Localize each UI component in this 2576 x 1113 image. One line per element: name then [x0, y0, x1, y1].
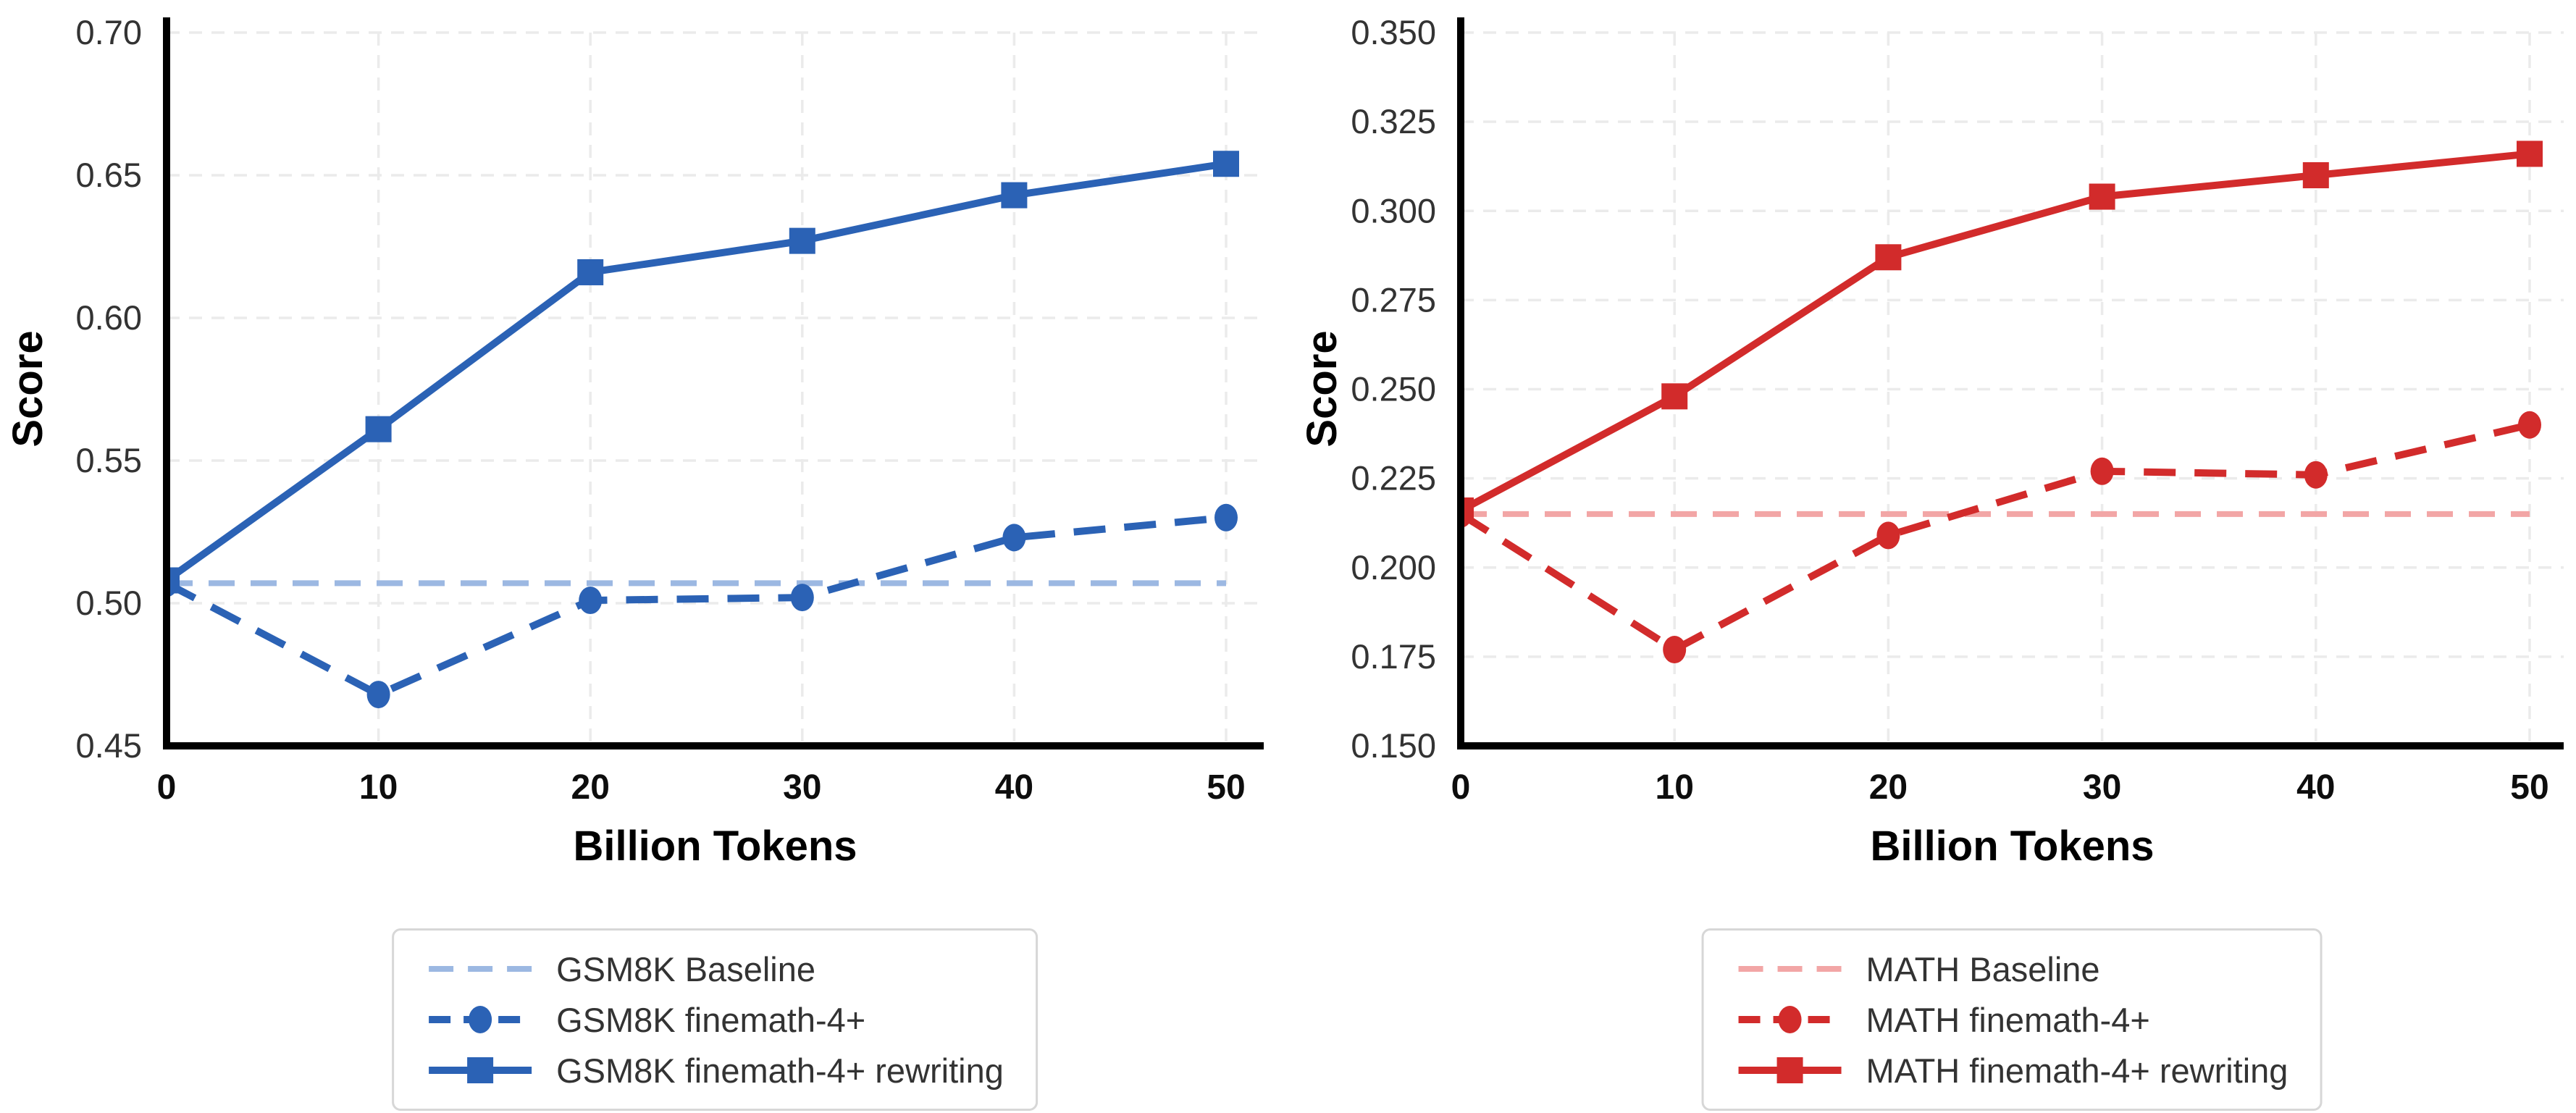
y-axis-spine — [1457, 17, 1464, 749]
square-marker — [1875, 244, 1902, 271]
y-tick-label: 0.70 — [76, 13, 142, 51]
square-marker — [577, 259, 604, 285]
circle-marker — [1876, 521, 1900, 550]
legend-label: MATH finemath-4+ — [1866, 1000, 2150, 1039]
y-axis-label: Score — [4, 330, 51, 447]
circle-marker — [2090, 457, 2114, 485]
y-tick-label: 0.300 — [1351, 191, 1436, 230]
legend-dashed-line-sample — [1738, 966, 1842, 972]
gsm8k-chart: 0.45 0.50 0.55 0.60 0.65 0.70 0 10 20 30 40 50 Billi… — [4, 13, 1264, 870]
x-axis-spine — [163, 742, 1264, 749]
y-axis-label: Score — [1299, 330, 1346, 447]
legend-dashed-line-sample — [429, 966, 532, 972]
x-tick-label: 40 — [2296, 768, 2335, 807]
circle-marker — [2518, 411, 2541, 439]
legend-label: MATH Baseline — [1866, 949, 2100, 988]
square-marker — [2089, 183, 2115, 210]
legend-item: GSM8K Baseline — [426, 948, 1004, 990]
legend-circle-marker-sample — [1738, 1006, 1842, 1033]
circle-marker — [2304, 461, 2328, 489]
square-marker — [365, 416, 392, 442]
legend-item: MATH finemath-4+ — [1736, 999, 2288, 1041]
math-legend: MATH Baseline MATH finemath-4+ MATH finema… — [1701, 928, 2323, 1111]
square-marker — [789, 227, 815, 254]
y-tick-label: 0.325 — [1351, 102, 1436, 140]
x-axis-label: Billion Tokens — [1870, 823, 2154, 870]
series-group — [167, 151, 1239, 709]
square-marker — [1213, 151, 1239, 177]
circle-marker — [366, 681, 390, 709]
series-line-1 — [1461, 421, 2531, 654]
x-tick-label: 0 — [1451, 768, 1471, 807]
y-tick-label: 0.275 — [1351, 280, 1436, 319]
y-tick-label: 0.65 — [76, 156, 142, 194]
y-tick-label: 0.200 — [1351, 548, 1436, 587]
y-tick-label: 0.350 — [1351, 13, 1436, 51]
x-axis-spine — [1457, 742, 2564, 749]
y-tick-label: 0.60 — [76, 298, 142, 337]
y-tick-label: 0.225 — [1351, 459, 1436, 497]
x-tick-label: 20 — [1869, 768, 1908, 807]
x-tick-label: 10 — [1656, 768, 1694, 807]
y-tick-label: 0.50 — [76, 584, 142, 622]
math-chart: 0.150 0.175 0.200 0.225 0.250 0.275 0.300 0.325… — [1299, 13, 2564, 870]
legend-square-marker-sample — [429, 1057, 532, 1083]
square-marker — [1001, 182, 1028, 209]
x-tick-label: 30 — [2083, 768, 2121, 807]
circle-marker — [790, 584, 814, 612]
legend-item: MATH Baseline — [1736, 948, 2288, 990]
circle-marker — [579, 587, 603, 615]
y-tick-label: 0.250 — [1351, 370, 1436, 408]
x-axis-label: Billion Tokens — [573, 823, 857, 870]
square-marker — [1661, 383, 1688, 410]
y-tick-label: 0.45 — [76, 726, 142, 765]
x-tick-label: 0 — [157, 768, 177, 807]
series-line-1 — [167, 513, 1227, 699]
legend-circle-marker-sample — [429, 1006, 532, 1033]
legend-square-marker-sample — [1738, 1057, 1842, 1083]
y-axis-spine — [163, 17, 170, 749]
square-marker — [2302, 162, 2329, 188]
series-group — [1461, 140, 2543, 664]
x-tick-label: 10 — [359, 768, 398, 807]
square-marker — [2517, 140, 2543, 167]
x-tick-label: 50 — [1207, 768, 1245, 807]
x-tick-label: 40 — [995, 768, 1033, 807]
y-tick-label: 0.55 — [76, 441, 142, 479]
legend-item: GSM8K finemath-4+ — [426, 999, 1004, 1041]
x-tick-label: 20 — [571, 768, 610, 807]
gsm8k-legend: GSM8K Baseline GSM8K finemath-4+ GSM8K fin… — [392, 928, 1038, 1111]
series-line-2 — [167, 160, 1227, 584]
legend-item: GSM8K finemath-4+ rewriting — [426, 1049, 1004, 1091]
legend-label: GSM8K Baseline — [556, 949, 816, 988]
y-tick-label: 0.150 — [1351, 726, 1436, 765]
legend-label: MATH finemath-4+ rewriting — [1866, 1051, 2288, 1090]
legend-item: MATH finemath-4+ rewriting — [1736, 1049, 2288, 1091]
legend-label: GSM8K finemath-4+ rewriting — [556, 1051, 1004, 1090]
x-tick-label: 30 — [783, 768, 821, 807]
legend-label: GSM8K finemath-4+ — [556, 1000, 866, 1039]
circle-marker — [1663, 636, 1687, 664]
circle-marker — [1002, 524, 1026, 552]
y-tick-label: 0.175 — [1351, 637, 1436, 676]
series-line-2 — [1461, 150, 2530, 514]
x-tick-label: 50 — [2510, 768, 2548, 807]
circle-marker — [1214, 503, 1238, 532]
